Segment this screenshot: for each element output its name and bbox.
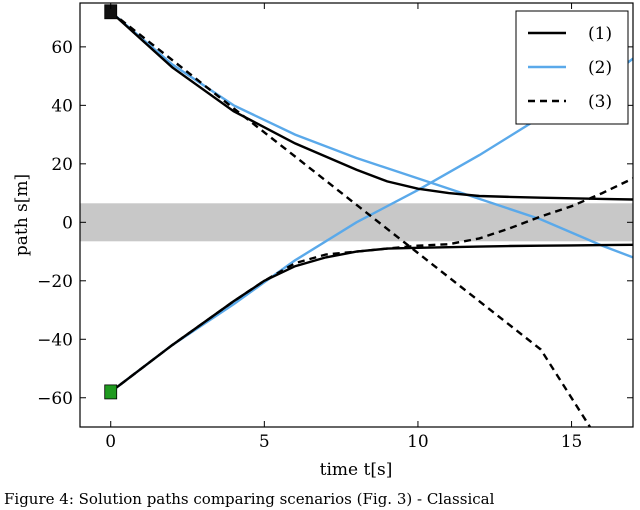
legend: (1) (2) (3): [515, 10, 629, 125]
y-tick-label: 0: [62, 213, 73, 233]
legend-label: (3): [588, 92, 612, 112]
figure-caption: Figure 4: Solution paths comparing scena…: [4, 490, 495, 508]
x-axis-label: time t[s]: [320, 460, 393, 480]
series-line-2-1: [109, 10, 633, 259]
plot-area: [80, 4, 633, 427]
y-tick-label: 40: [51, 96, 73, 116]
x-tick-label: 10: [407, 432, 429, 452]
y-tick-label: −20: [37, 272, 73, 292]
x-tick-label: 5: [259, 432, 270, 452]
legend-label: (2): [588, 58, 612, 78]
y-tick-label: −60: [37, 389, 73, 409]
series-line-3-2: [109, 177, 633, 393]
chart: 0 5 10 15 −60 −40 −20 0 20 40 60 time t[s] path s[…: [12, 2, 634, 480]
legend-label: (1): [588, 24, 612, 44]
axis-ticks: 0 5 10 15 −60 −40 −20 0 20 40 60: [37, 3, 633, 452]
x-tick-label: 0: [105, 432, 116, 452]
y-tick-label: −40: [37, 330, 73, 350]
marker-start-bottom: [104, 384, 118, 400]
y-tick-label: 60: [51, 38, 73, 58]
plot-frame: [79, 2, 634, 428]
series-line-3-1: [109, 10, 592, 427]
y-axis-label: path s[m]: [12, 174, 32, 256]
y-tick-label: 20: [51, 155, 73, 175]
series-line-1-2: [109, 243, 633, 393]
x-tick-label: 15: [561, 432, 583, 452]
